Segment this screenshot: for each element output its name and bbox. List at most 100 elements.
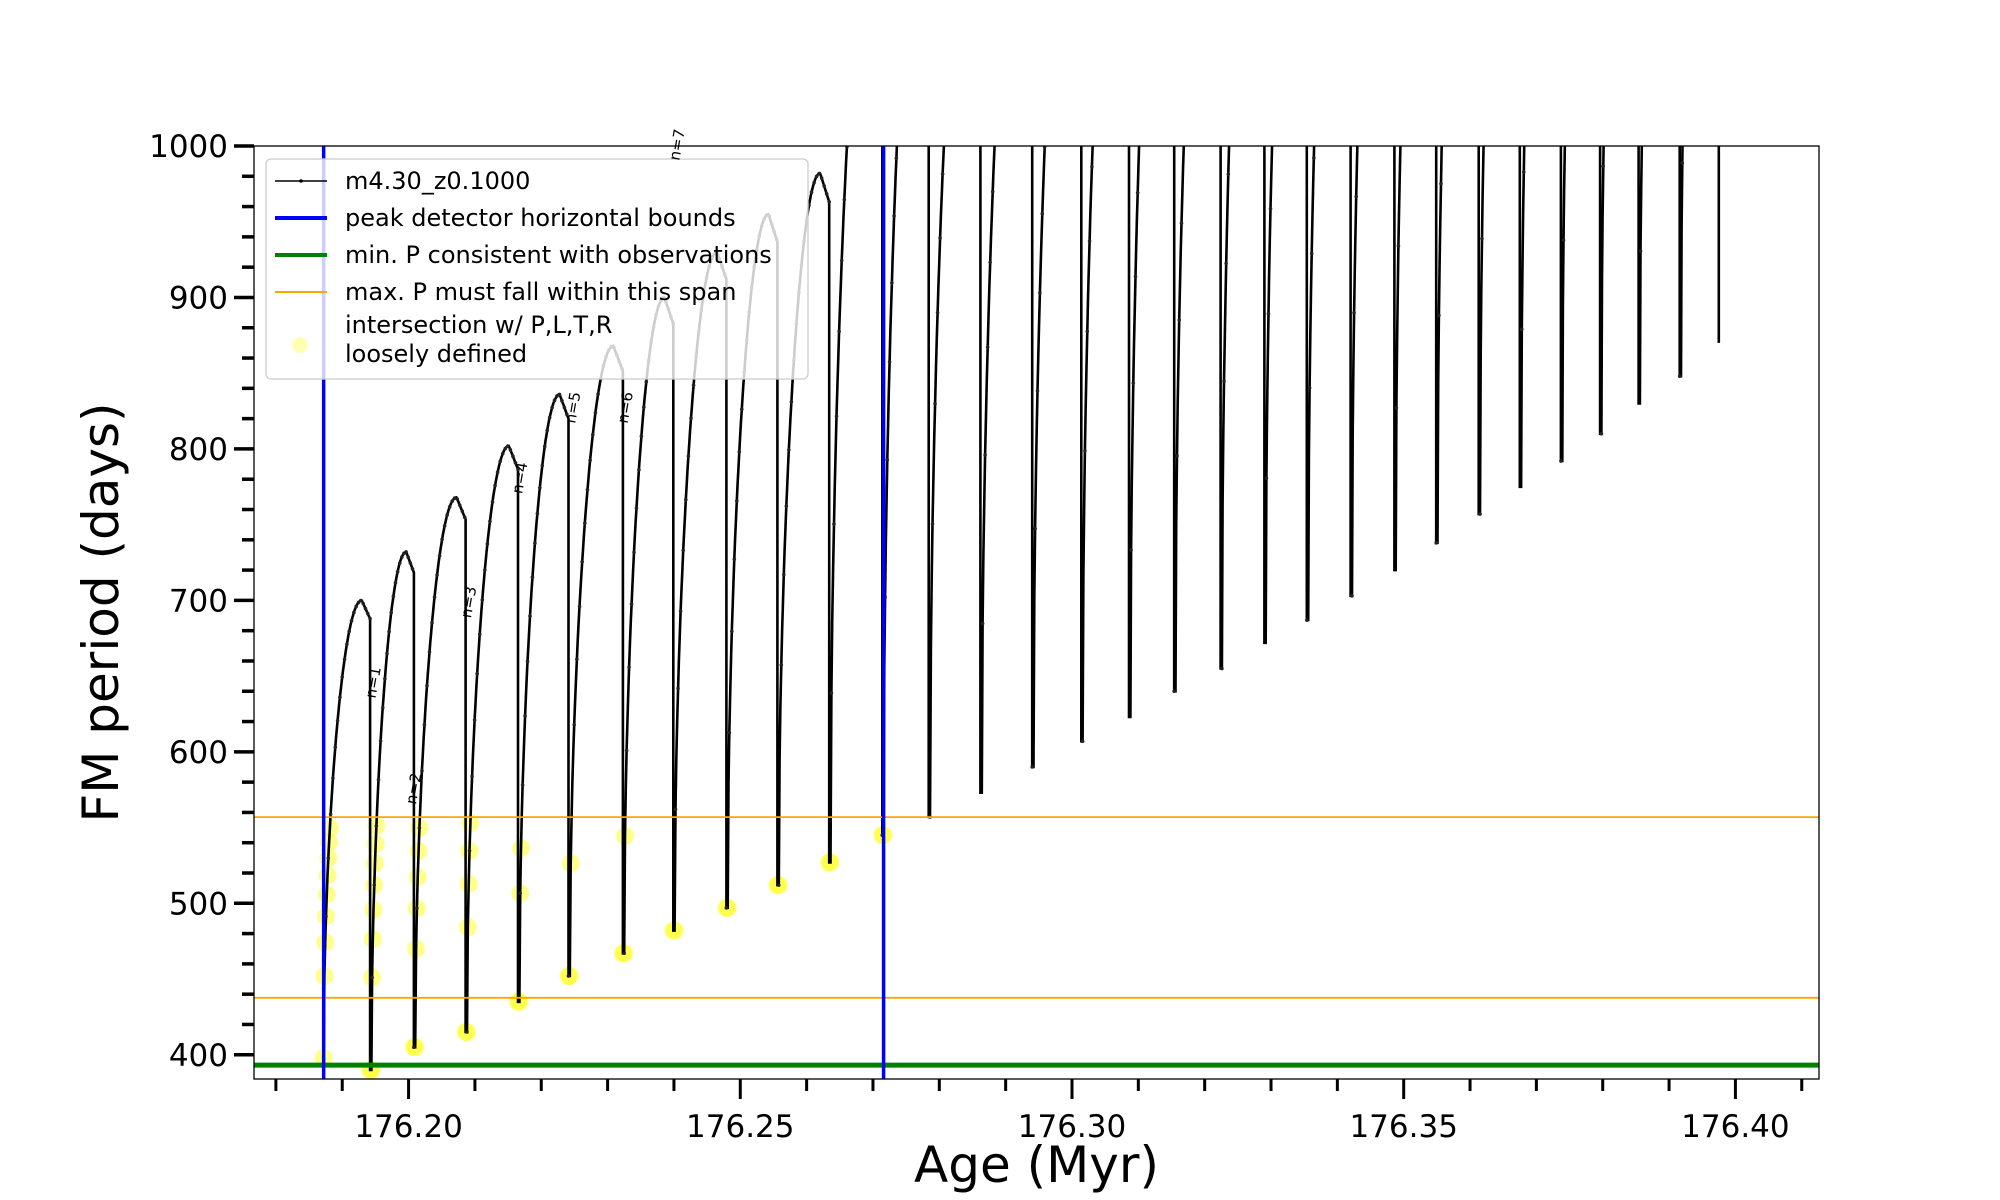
x-tick-label: 176.30	[1018, 1109, 1126, 1145]
series-point	[1603, 55, 1607, 59]
series-point	[1359, 35, 1363, 39]
series-point	[565, 412, 569, 416]
series-point	[1135, 190, 1140, 195]
series-point	[632, 550, 636, 555]
series-point	[1184, 77, 1188, 81]
series-point	[523, 714, 527, 718]
series-point	[1092, 102, 1096, 106]
series-point	[1264, 476, 1269, 480]
series-point	[455, 497, 460, 501]
series-point	[389, 610, 394, 615]
legend-label: loosely defined	[345, 340, 527, 368]
series-point	[422, 722, 427, 727]
series-point	[374, 824, 379, 828]
series-point	[1519, 327, 1524, 331]
legend-entry: m4.30_z0.1000	[275, 167, 530, 195]
series-point	[776, 883, 781, 887]
series-point	[1172, 689, 1176, 694]
series-point	[1599, 431, 1604, 436]
series-point	[520, 783, 525, 787]
cycle-annotation: n=4	[508, 461, 531, 495]
series-point	[1565, 20, 1569, 24]
series-point	[368, 616, 372, 621]
series-point	[887, 359, 892, 364]
series-point	[1177, 318, 1182, 322]
series-point	[326, 856, 331, 861]
series-point	[938, 236, 942, 240]
series-point	[552, 398, 557, 403]
series-point	[1305, 618, 1309, 622]
x-tick-label: 176.25	[686, 1109, 794, 1145]
series-point	[684, 497, 688, 502]
series-point	[1399, 141, 1403, 145]
series-point	[1226, 172, 1231, 177]
legend-label: min. P consistent with observations	[345, 241, 772, 269]
series-point	[393, 580, 398, 585]
series-point	[333, 745, 338, 750]
series-point	[1040, 211, 1045, 216]
legend-label: intersection w/ P,L,T,R	[345, 311, 612, 339]
series-point	[985, 345, 990, 349]
x-tick-label: 176.35	[1349, 1109, 1457, 1145]
series-point	[475, 671, 479, 676]
series-point	[477, 632, 482, 636]
series-point	[562, 405, 567, 410]
series-point	[383, 677, 387, 681]
series-point	[1175, 454, 1179, 458]
series-point	[380, 705, 385, 710]
series-point	[1312, 156, 1316, 160]
series-point	[1394, 405, 1399, 410]
series-point	[1271, 124, 1275, 128]
series-point	[483, 568, 487, 572]
series-point	[400, 555, 404, 559]
series-point	[590, 432, 595, 437]
series-point	[518, 891, 522, 896]
series-point	[376, 777, 381, 782]
series-point	[832, 522, 836, 526]
series-point	[572, 722, 577, 727]
series-point	[689, 416, 693, 421]
series-point	[465, 1030, 469, 1034]
series-point	[839, 258, 844, 263]
series-point	[894, 156, 899, 161]
series-point	[361, 601, 365, 606]
y-tick-label: 500	[169, 886, 228, 922]
series-point	[340, 675, 345, 679]
series-point	[338, 695, 342, 700]
series-point	[930, 522, 935, 526]
series-point	[730, 629, 734, 634]
series-point	[1521, 170, 1526, 174]
series-point	[1142, 9, 1146, 13]
series-point	[412, 1045, 416, 1049]
series-point	[1484, 38, 1488, 42]
series-point	[328, 812, 333, 817]
series-point	[387, 629, 391, 634]
series-point	[349, 619, 354, 623]
series-point	[686, 454, 691, 458]
series-point	[1401, 59, 1405, 63]
series-point	[1478, 512, 1482, 516]
series-point	[511, 454, 515, 459]
legend-box	[265, 158, 809, 380]
series-point	[993, 129, 997, 133]
series-point	[735, 499, 739, 503]
series-point	[1186, 20, 1190, 24]
series-point	[420, 769, 424, 773]
series-point	[634, 506, 639, 510]
series-point	[442, 524, 447, 528]
series-point	[940, 172, 945, 176]
series-point	[1482, 124, 1486, 128]
series-point	[503, 446, 508, 451]
cycle-annotation: n=7	[665, 128, 688, 162]
series-point	[739, 407, 744, 412]
series-point	[1083, 448, 1087, 453]
intersection-markers	[314, 813, 893, 1079]
axes-frame	[253, 145, 1820, 1080]
series-point	[596, 392, 600, 396]
series-point	[812, 180, 816, 185]
series-point	[1090, 165, 1094, 169]
x-tick-label: 176.20	[354, 1109, 462, 1145]
series-point	[352, 610, 356, 615]
series-point	[525, 659, 530, 664]
